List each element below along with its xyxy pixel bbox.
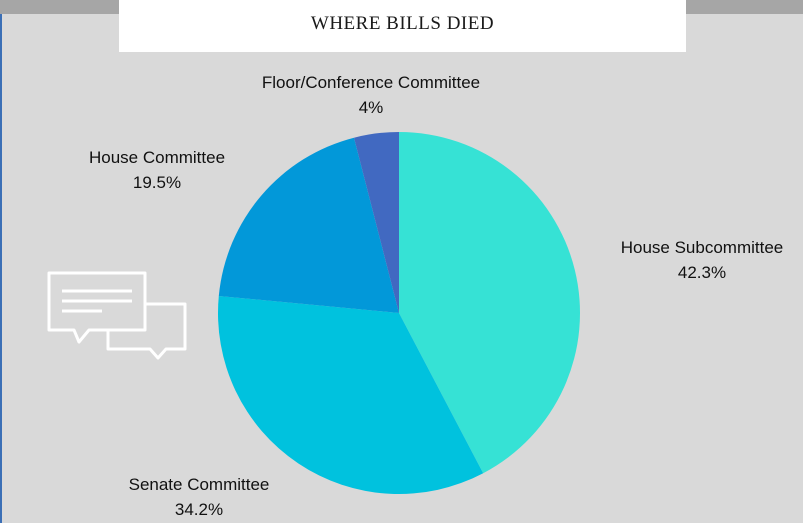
title-box: WHERE BILLS DIED	[119, 0, 686, 52]
chat-bubbles-icon	[44, 268, 190, 369]
pie-slice-house-subcommittee	[399, 132, 581, 474]
slice-label-name: House Committee	[88, 148, 226, 167]
left-edge-accent	[0, 14, 2, 523]
pie-slice-senate-committee	[217, 295, 484, 495]
slice-label-house-subcommittee: House Subcommittee 42.3%	[621, 235, 784, 285]
slice-label-name: House Subcommittee	[620, 238, 784, 257]
slice-label-floor-conference-committee: Floor/Conference Committee 4%	[262, 70, 480, 120]
slice-label-name: Senate Committee	[128, 475, 270, 494]
slice-label-value: 19.5%	[132, 173, 182, 192]
slice-label-senate-committee: Senate Committee 34.2%	[129, 472, 270, 522]
chart-title: WHERE BILLS DIED	[310, 13, 495, 34]
slice-label-value: 34.2%	[174, 500, 224, 519]
slice-label-name: Floor/Conference Committee	[261, 73, 481, 92]
slice-label-value: 4%	[358, 98, 384, 117]
pie-slice-floor-conference-committee	[353, 132, 399, 313]
slice-label-house-committee: House Committee 19.5%	[89, 145, 225, 195]
pie-slice-house-committee	[218, 137, 399, 313]
slice-label-value: 42.3%	[677, 263, 727, 282]
